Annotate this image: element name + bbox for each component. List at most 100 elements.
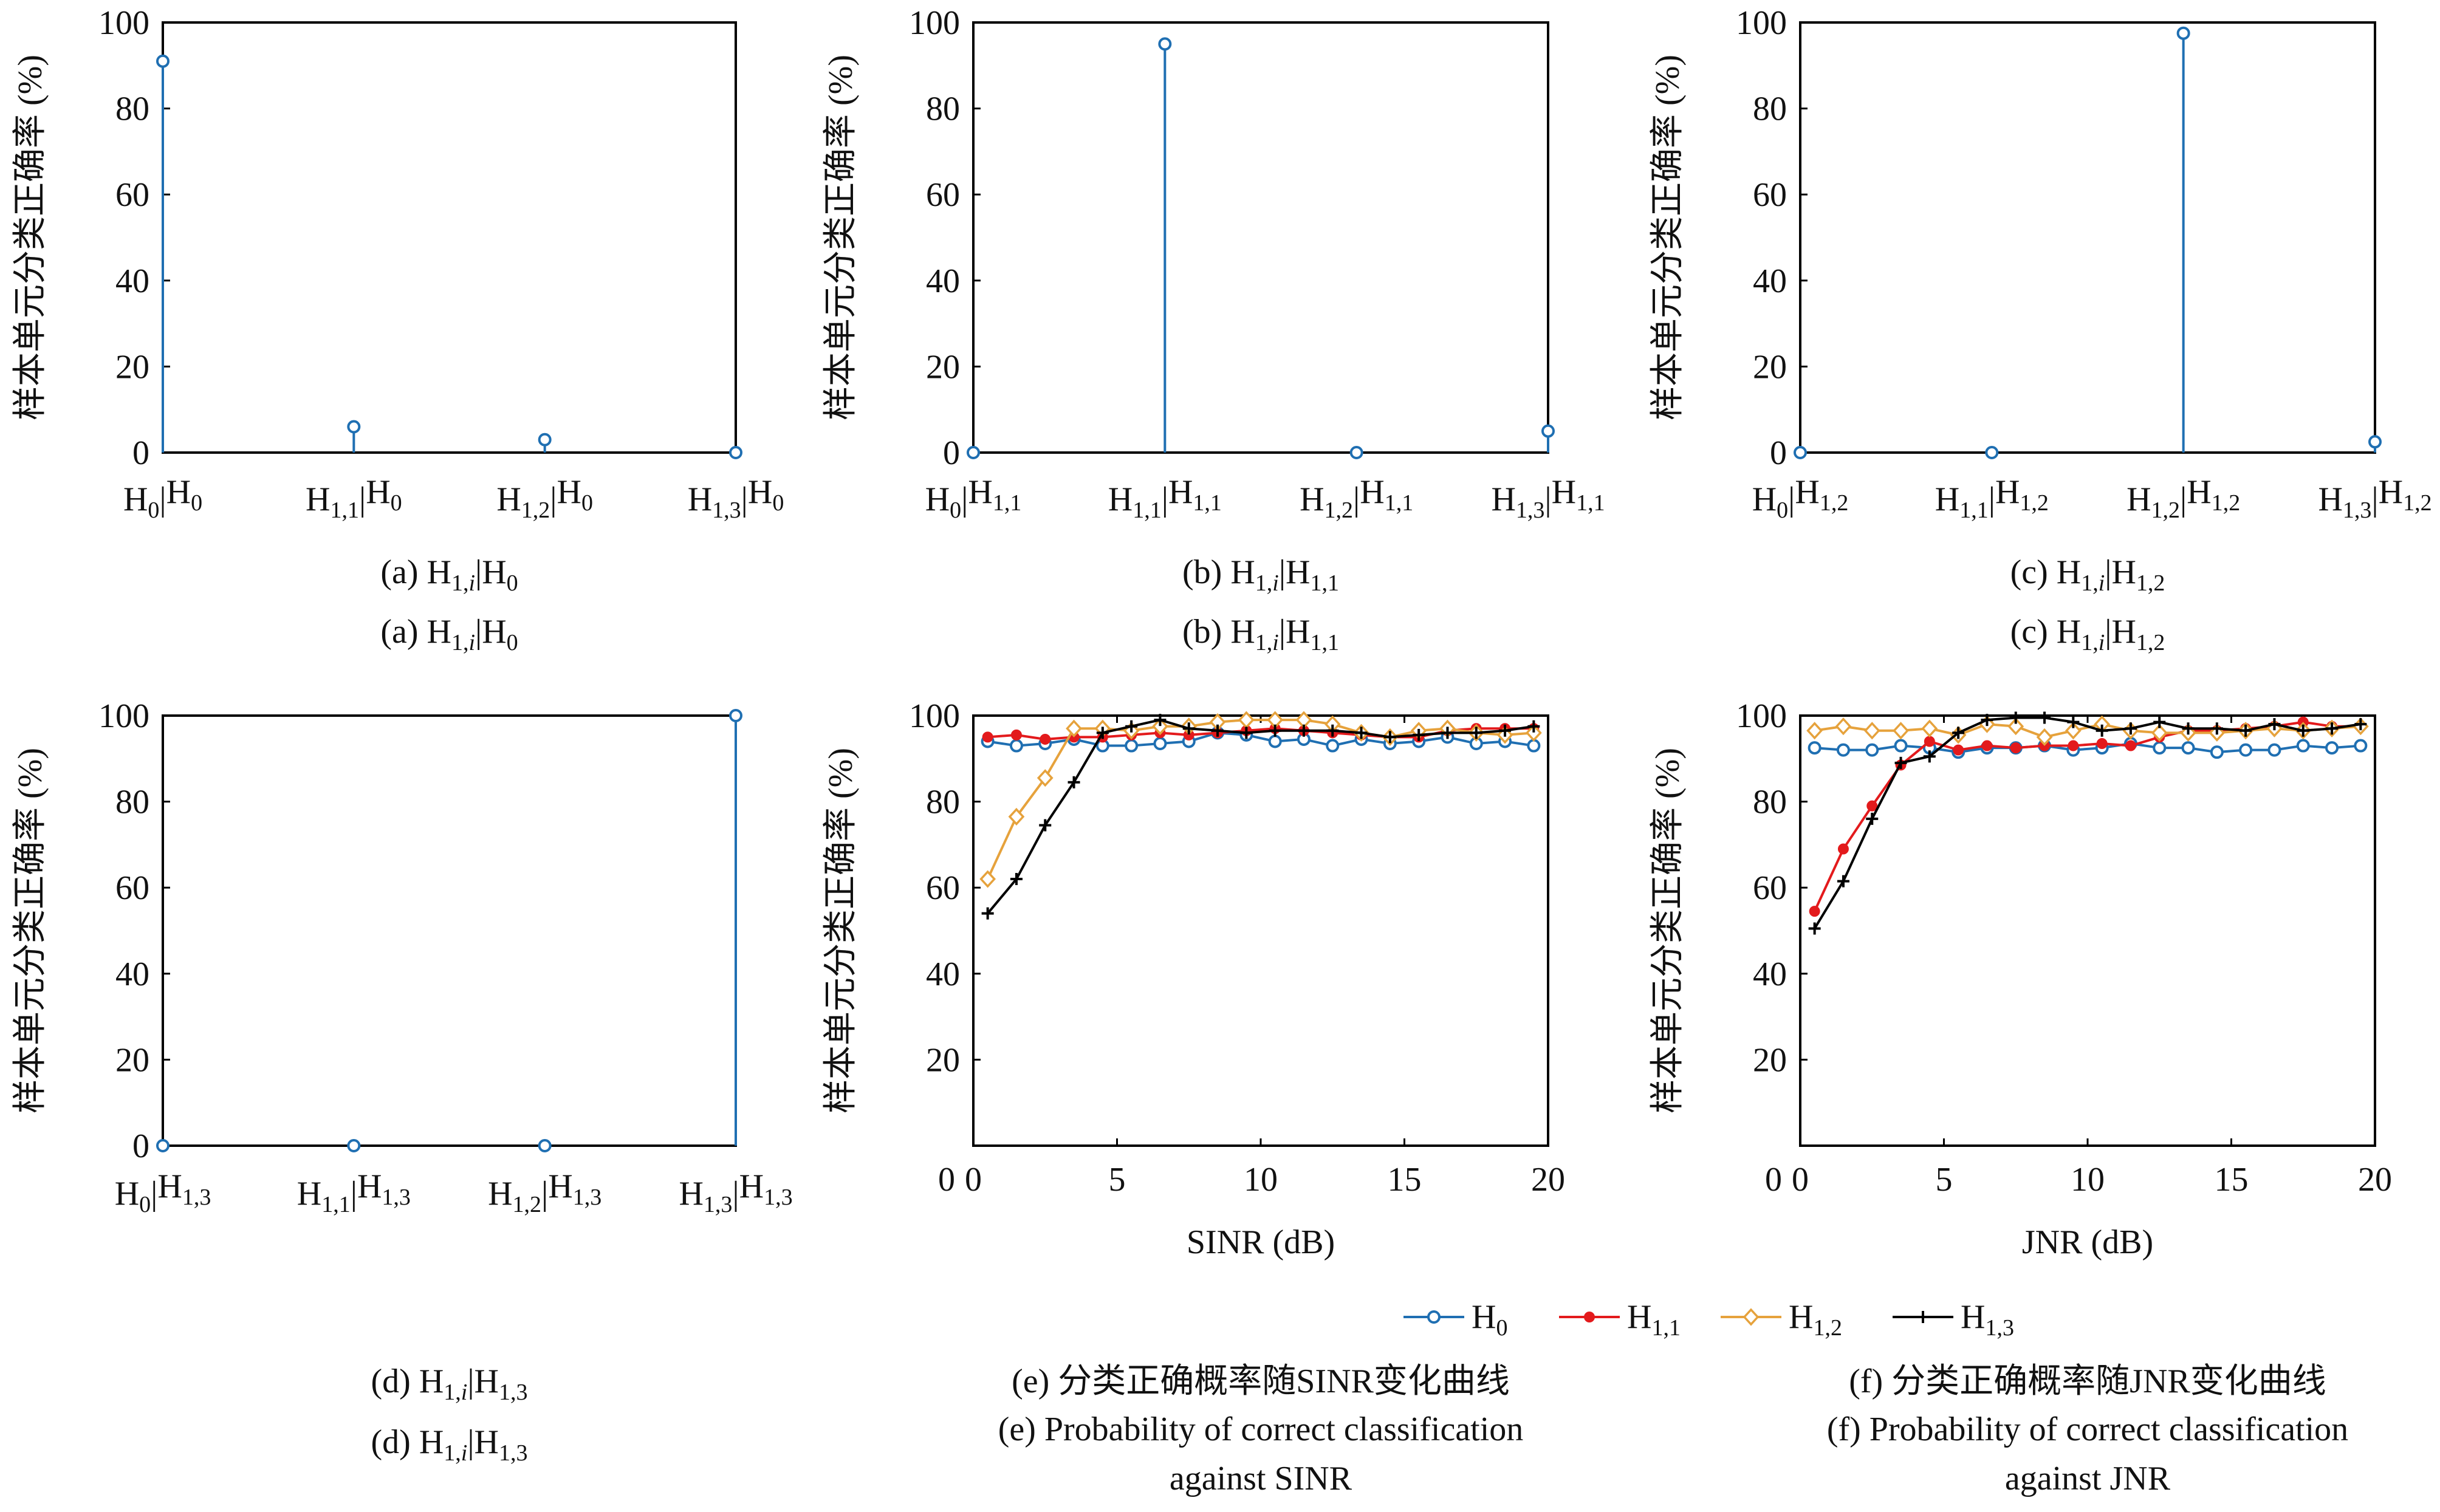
marker-plus bbox=[2297, 724, 2309, 737]
panel-caption: (b) H1,i|H1,1 bbox=[1182, 553, 1339, 596]
label-part: H bbox=[166, 473, 191, 511]
x-category-label: H1,1|H0 bbox=[306, 473, 402, 523]
y-tick-label: 80 bbox=[1753, 91, 1787, 128]
label-part: H bbox=[1552, 473, 1576, 511]
marker-plus bbox=[1297, 724, 1310, 737]
marker-diamond bbox=[1863, 722, 1880, 740]
y-tick-label: 40 bbox=[115, 956, 149, 993]
x-tick-label: 5 bbox=[1109, 1161, 1126, 1199]
marker-circle bbox=[2239, 743, 2253, 757]
y-tick-label: 80 bbox=[115, 784, 149, 821]
caption-part: (a) H bbox=[380, 613, 451, 651]
stem-marker bbox=[2368, 435, 2382, 449]
marker-plus bbox=[2096, 724, 2108, 737]
stem-marker bbox=[538, 433, 552, 446]
stem-marker bbox=[347, 420, 361, 434]
caption-part: |H bbox=[475, 613, 507, 651]
subscript: 0 bbox=[1496, 1315, 1507, 1341]
caption-subscript: 1, bbox=[1255, 630, 1273, 655]
y-axis-label: 样本单元分类正确率 (%) bbox=[822, 748, 860, 1113]
stem-marker bbox=[156, 1139, 170, 1152]
marker-dot bbox=[2010, 742, 2021, 754]
marker-plus bbox=[1413, 728, 1425, 741]
subscript: 1,2 bbox=[2020, 490, 2049, 516]
stem-marker bbox=[347, 1139, 361, 1152]
y-tick-label: 20 bbox=[926, 1041, 960, 1079]
y-axis-label: 样本单元分类正确率 (%) bbox=[12, 55, 49, 420]
marker-plus bbox=[1269, 724, 1281, 737]
marker-diamond bbox=[1806, 722, 1823, 740]
marker-circle bbox=[1009, 739, 1023, 753]
label-part: | bbox=[2180, 481, 2187, 518]
label-part: | bbox=[1544, 481, 1551, 518]
panel-caption: (d) H1,i|H1,3 bbox=[371, 1423, 528, 1466]
x-tick-label: 0 bbox=[1792, 1161, 1809, 1199]
subscript: 1,2 bbox=[2403, 490, 2432, 516]
marker-plus bbox=[1866, 812, 1879, 825]
label-part: | bbox=[351, 1175, 357, 1213]
legend: H0 H1,1 H1,2 H1,3 bbox=[1403, 1298, 2014, 1341]
x-tick-label: 0 bbox=[965, 1161, 982, 1199]
marker-plus bbox=[1211, 724, 1224, 737]
label-part: H bbox=[1472, 1298, 1496, 1336]
caption-subscript: 1, bbox=[451, 630, 469, 655]
caption-subscript: 1,1 bbox=[1310, 570, 1339, 596]
marker-circle bbox=[1527, 739, 1541, 753]
y-tick-label: 40 bbox=[115, 262, 149, 300]
y-tick-label: 100 bbox=[98, 4, 149, 42]
caption-subscript: i bbox=[468, 570, 475, 596]
x-tick-label: 15 bbox=[1388, 1161, 1422, 1199]
label-part: H bbox=[968, 473, 992, 511]
marker-diamond bbox=[1921, 719, 1938, 737]
marker-circle bbox=[1153, 737, 1167, 751]
subscript: 1,3 bbox=[573, 1185, 602, 1210]
label-part: | bbox=[961, 481, 968, 518]
y-tick-label: 100 bbox=[909, 697, 960, 735]
marker-dot bbox=[1010, 729, 1022, 741]
label-part: H bbox=[2126, 481, 2151, 518]
y-tick-label: 20 bbox=[115, 1041, 149, 1079]
subscript: 1,1 bbox=[1576, 490, 1605, 516]
label-part: H bbox=[679, 1175, 703, 1213]
marker-plus bbox=[1383, 731, 1396, 744]
label-part: H bbox=[1752, 481, 1777, 518]
caption-subscript: 1, bbox=[444, 1380, 461, 1405]
y-axis-label: 样本单元分类正确率 (%) bbox=[12, 748, 49, 1113]
marker-plus bbox=[1068, 776, 1080, 788]
x-axis-label: SINR (dB) bbox=[1187, 1223, 1335, 1261]
series-circle bbox=[1808, 737, 2368, 759]
label-part: H bbox=[1168, 473, 1193, 511]
marker-circle bbox=[2267, 743, 2281, 757]
caption-part: |H bbox=[475, 553, 507, 591]
marker-dot bbox=[1040, 733, 1051, 745]
marker-dot bbox=[1584, 1312, 1595, 1322]
caption-subscript: i bbox=[468, 630, 475, 655]
marker-plus bbox=[1981, 714, 1993, 727]
marker-diamond bbox=[1893, 722, 1909, 740]
x-category-label: H1,2|H1,1 bbox=[1300, 473, 1413, 523]
y-tick-label: 100 bbox=[98, 697, 149, 735]
marker-plus bbox=[1125, 720, 1138, 733]
subscript: 1,3 bbox=[764, 1185, 793, 1210]
x-tick-label: 20 bbox=[2358, 1161, 2392, 1199]
marker-dot bbox=[2068, 740, 2079, 751]
stem-marker bbox=[1794, 446, 1807, 459]
subscript: 1,3 bbox=[2343, 498, 2372, 523]
label-part: H bbox=[688, 481, 712, 518]
label-part: | bbox=[550, 481, 557, 518]
marker-plus bbox=[2153, 716, 2166, 728]
panel-caption: against JNR bbox=[2005, 1460, 2171, 1497]
marker-circle bbox=[1427, 1310, 1441, 1324]
stem-marker bbox=[538, 1139, 552, 1152]
marker-dot bbox=[1953, 744, 1964, 756]
marker-plus bbox=[1894, 756, 1907, 769]
panel-caption: (f) 分类正确概率随JNR变化曲线 bbox=[1849, 1363, 2326, 1400]
marker-diamond bbox=[2065, 722, 2082, 740]
x-tick-label: 10 bbox=[1244, 1161, 1278, 1199]
caption-part: (b) H bbox=[1182, 613, 1255, 651]
marker-plus bbox=[1808, 922, 1821, 935]
caption-part: (c) H bbox=[2010, 553, 2082, 591]
marker-diamond bbox=[2151, 724, 2168, 742]
